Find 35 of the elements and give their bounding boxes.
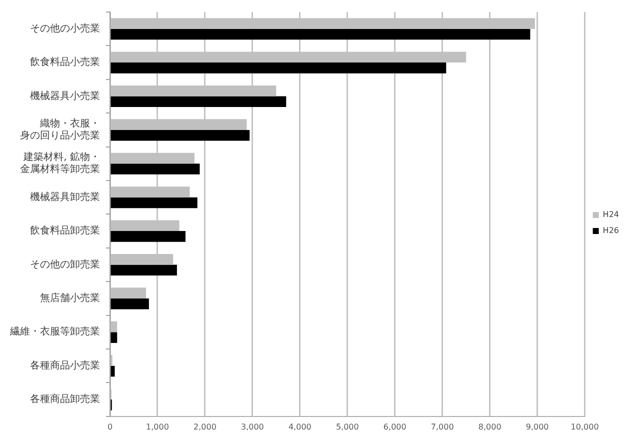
legend-label: H26	[602, 226, 620, 236]
x-tick-label: 9,000	[526, 422, 549, 432]
y-tick-label: 繊維・衣服等卸売業	[9, 326, 100, 338]
y-tick-label: 機械器具卸売業	[30, 190, 100, 203]
y-tick-label: 各種商品小売業	[30, 359, 100, 372]
x-tick-label: 2,000	[194, 422, 216, 432]
bar	[110, 231, 186, 242]
x-tick-label: 0	[107, 422, 113, 432]
y-tick-label: 建築材料, 鉱物・金属材料等卸売業	[20, 151, 100, 176]
x-tick-label: 7,000	[430, 422, 454, 432]
x-tick-label: 1,000	[146, 422, 169, 432]
x-tick-label: 10,000	[570, 422, 599, 432]
y-tick-label: 無店舗小売業	[40, 292, 100, 304]
bar	[110, 298, 149, 310]
bar	[110, 332, 118, 343]
bar	[110, 164, 200, 174]
legend-label: H24	[602, 210, 620, 220]
bar	[110, 264, 177, 276]
x-tick-label: 6,000	[383, 422, 406, 432]
bar	[110, 96, 286, 108]
y-tick-label: 各種商品卸売業	[30, 393, 100, 406]
x-tick-label: 3,000	[240, 422, 264, 432]
y-tick-label: 飲食料品小売業	[30, 56, 100, 68]
bar	[110, 130, 250, 141]
bar	[110, 62, 446, 74]
x-tick-label: 4,000	[288, 422, 312, 432]
y-tick-label: 飲食料品卸売業	[30, 224, 100, 237]
x-tick-label: 8,000	[478, 422, 502, 432]
bar	[110, 197, 198, 208]
x-tick-label: 5,000	[336, 422, 359, 432]
y-tick-label: その他の小売業	[30, 22, 100, 34]
y-tick-label: 機械器具小売業	[30, 90, 100, 102]
bar	[110, 28, 530, 40]
y-tick-label: 織物・衣服・身の回り品小売業	[20, 118, 100, 142]
y-tick-label: その他の卸売業	[30, 258, 100, 270]
